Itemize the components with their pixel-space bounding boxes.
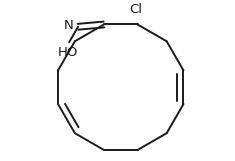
Text: Cl: Cl bbox=[129, 3, 142, 16]
Text: N: N bbox=[64, 19, 74, 33]
Text: HO: HO bbox=[57, 46, 78, 59]
